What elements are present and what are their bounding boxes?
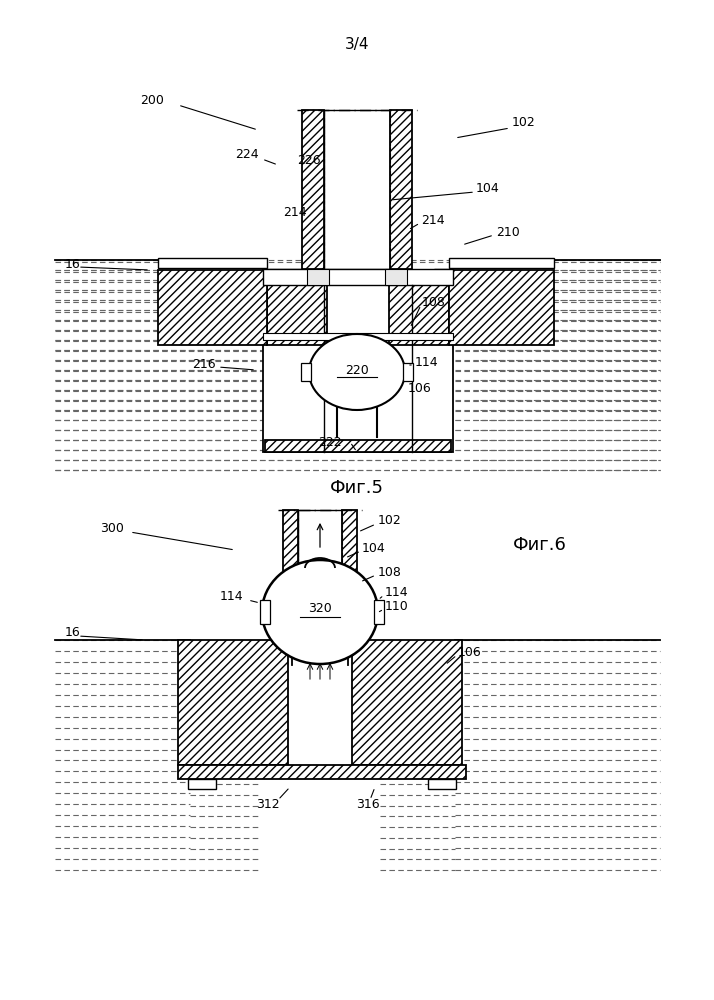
Text: 222: 222 <box>318 436 342 448</box>
Bar <box>428 779 456 789</box>
Text: 312: 312 <box>256 798 280 812</box>
Text: 104: 104 <box>362 542 386 554</box>
Text: 106: 106 <box>408 381 432 394</box>
Text: 214: 214 <box>421 214 445 227</box>
Bar <box>403 363 413 381</box>
Bar <box>307 269 329 285</box>
Bar <box>260 600 270 624</box>
Text: 108: 108 <box>378 566 402 578</box>
Bar <box>188 779 216 789</box>
Text: 16: 16 <box>65 257 81 270</box>
Bar <box>324 110 390 269</box>
Text: 106: 106 <box>458 646 482 658</box>
Text: 200: 200 <box>140 94 164 106</box>
Bar <box>267 270 327 345</box>
Bar <box>385 269 407 285</box>
Bar <box>449 258 554 268</box>
Bar <box>298 510 342 580</box>
Text: 320: 320 <box>308 602 332 615</box>
Text: 114: 114 <box>415 356 438 368</box>
Bar <box>178 765 466 779</box>
Ellipse shape <box>262 560 378 664</box>
Text: 114: 114 <box>385 585 408 598</box>
Text: 300: 300 <box>100 522 124 534</box>
Bar <box>342 510 357 580</box>
Bar <box>263 270 453 452</box>
Text: 102: 102 <box>378 514 402 526</box>
Text: 104: 104 <box>476 182 500 194</box>
Bar <box>374 600 384 624</box>
Bar <box>263 333 453 340</box>
Text: 224: 224 <box>235 148 258 161</box>
Text: 110: 110 <box>385 599 408 612</box>
Text: 226: 226 <box>297 153 321 166</box>
Bar <box>158 258 267 268</box>
Text: 216: 216 <box>192 358 216 370</box>
Bar <box>390 110 412 269</box>
Text: 210: 210 <box>496 226 520 238</box>
Bar <box>301 363 311 381</box>
Text: 102: 102 <box>512 115 536 128</box>
Bar <box>352 640 462 765</box>
Text: 108: 108 <box>422 296 446 308</box>
Text: Фиг.5: Фиг.5 <box>330 479 384 497</box>
Bar <box>449 270 554 345</box>
Bar <box>263 269 453 285</box>
Bar <box>178 640 288 765</box>
Text: 214: 214 <box>283 206 306 219</box>
Bar <box>302 110 324 269</box>
Text: 16: 16 <box>65 626 81 640</box>
Text: 220: 220 <box>345 363 369 376</box>
Bar <box>283 510 298 580</box>
Text: Фиг.6: Фиг.6 <box>513 536 567 554</box>
Bar <box>265 440 451 452</box>
Text: 3/4: 3/4 <box>345 37 369 52</box>
Bar <box>158 270 267 345</box>
Bar <box>389 270 449 345</box>
Ellipse shape <box>309 334 405 410</box>
Text: 114: 114 <box>220 590 243 603</box>
Text: 316: 316 <box>356 798 380 812</box>
